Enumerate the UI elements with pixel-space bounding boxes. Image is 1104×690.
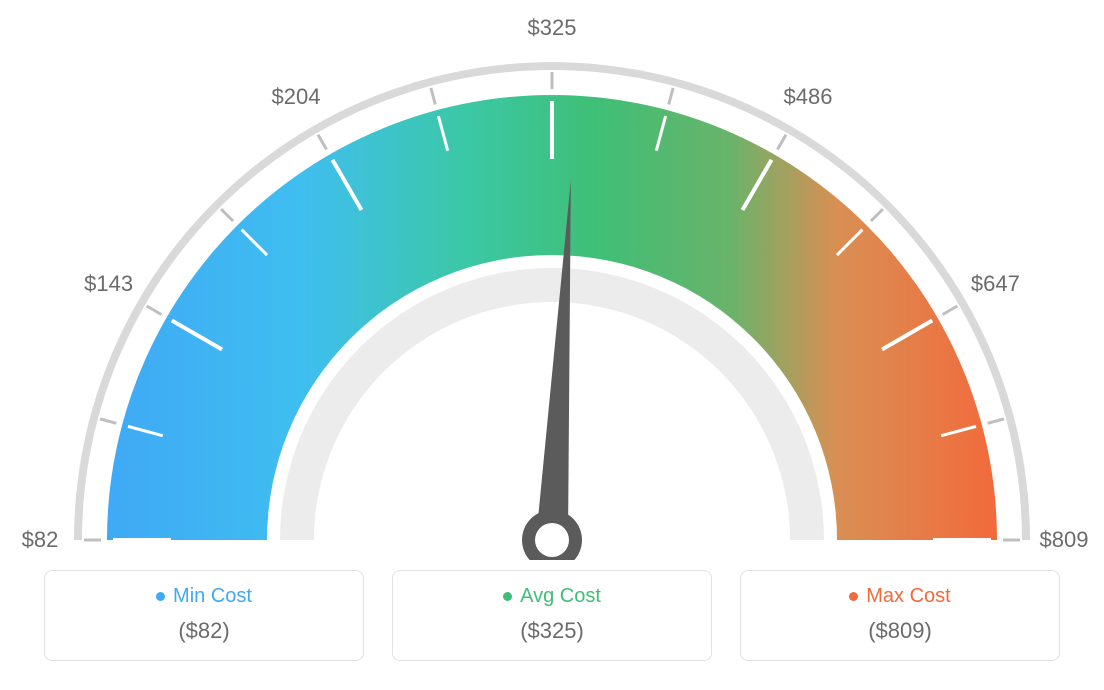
- gauge-tick-label: $82: [22, 527, 59, 553]
- legend-card-min: Min Cost ($82): [44, 570, 364, 661]
- legend-card-avg: Avg Cost ($325): [392, 570, 712, 661]
- gauge-tick-label: $204: [272, 84, 321, 110]
- legend-dot-min: [156, 592, 165, 601]
- legend-title-max: Max Cost: [849, 585, 950, 608]
- gauge-tick-label: $325: [528, 15, 577, 41]
- gauge-tick-label: $143: [84, 271, 133, 297]
- gauge-tick-label: $647: [971, 271, 1020, 297]
- legend-value-max: ($809): [751, 618, 1049, 644]
- legend-title-avg: Avg Cost: [503, 585, 601, 608]
- legend-title-min: Min Cost: [156, 585, 252, 608]
- legend-value-avg: ($325): [403, 618, 701, 644]
- legend-value-min: ($82): [55, 618, 353, 644]
- legend-dot-avg: [503, 592, 512, 601]
- legend-label-avg: Avg Cost: [520, 585, 601, 608]
- legend-label-min: Min Cost: [173, 585, 252, 608]
- legend-dot-max: [849, 592, 858, 601]
- legend-card-max: Max Cost ($809): [740, 570, 1060, 661]
- legend-row: Min Cost ($82) Avg Cost ($325) Max Cost …: [0, 570, 1104, 661]
- legend-label-max: Max Cost: [866, 585, 950, 608]
- gauge-tick-label: $486: [784, 84, 833, 110]
- cost-gauge: [0, 0, 1104, 560]
- gauge-tick-label: $809: [1040, 527, 1089, 553]
- gauge-container: $82 $143 $204 $325 $486 $647 $809: [0, 0, 1104, 560]
